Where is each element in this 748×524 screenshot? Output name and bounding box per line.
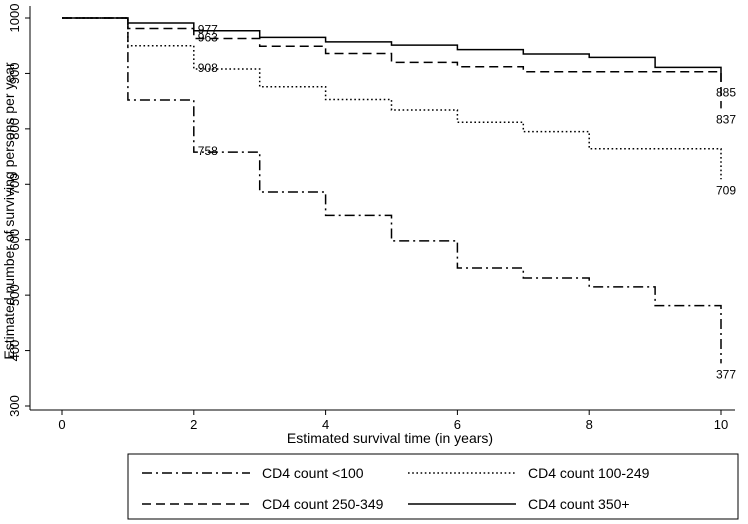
y-axis-title: Estimated number of surviving persons pe… xyxy=(1,62,17,360)
legend-label-cd4-count-350: CD4 count 350+ xyxy=(528,496,630,512)
y-tick-label-400: 400 xyxy=(7,340,22,362)
x-axis-title: Estimated survival time (in years) xyxy=(287,430,493,446)
legend-label-cd4-count-100: CD4 count <100 xyxy=(262,465,364,481)
y-tick-label-800: 800 xyxy=(7,118,22,140)
y-tick-label-1000: 1000 xyxy=(7,4,22,33)
series-line-cd4-count-350 xyxy=(62,17,722,82)
x-ticks: 0 2 4 6 8 10 xyxy=(58,410,728,432)
annotation-709: 709 xyxy=(716,183,736,197)
annotation-377: 377 xyxy=(716,367,736,381)
x-tick-label-0: 0 xyxy=(58,417,65,432)
annotation-885: 885 xyxy=(716,86,736,100)
series-line-cd4-count-100-249 xyxy=(62,17,722,180)
annotation-908: 908 xyxy=(198,61,218,75)
legend: CD4 count <100 CD4 count 100-249 CD4 count… xyxy=(127,453,739,520)
x-tick-label-2: 2 xyxy=(190,417,197,432)
y-tick-label-500: 500 xyxy=(7,284,22,306)
legend-box xyxy=(127,453,739,520)
y-tick-label-900: 900 xyxy=(7,63,22,85)
y-ticks: 300 400 500 600 700 800 900 1000 xyxy=(7,4,30,417)
annotation-977: 977 xyxy=(198,23,218,37)
y-tick-label-600: 600 xyxy=(7,229,22,251)
annotation-837: 837 xyxy=(716,112,736,126)
x-tick-label-10: 10 xyxy=(714,417,728,432)
annotation-758: 758 xyxy=(198,144,218,158)
annotation-963: 963 xyxy=(198,31,218,45)
x-tick-label-4: 4 xyxy=(322,417,329,432)
legend-label-cd4-count-250-349: CD4 count 250-349 xyxy=(262,496,384,512)
y-tick-label-300: 300 xyxy=(7,395,22,417)
legend-label-cd4-count-100-249: CD4 count 100-249 xyxy=(528,465,650,481)
x-tick-label-8: 8 xyxy=(586,417,593,432)
y-tick-label-700: 700 xyxy=(7,173,22,195)
series-lines xyxy=(62,17,722,364)
x-tick-label-6: 6 xyxy=(454,417,461,432)
